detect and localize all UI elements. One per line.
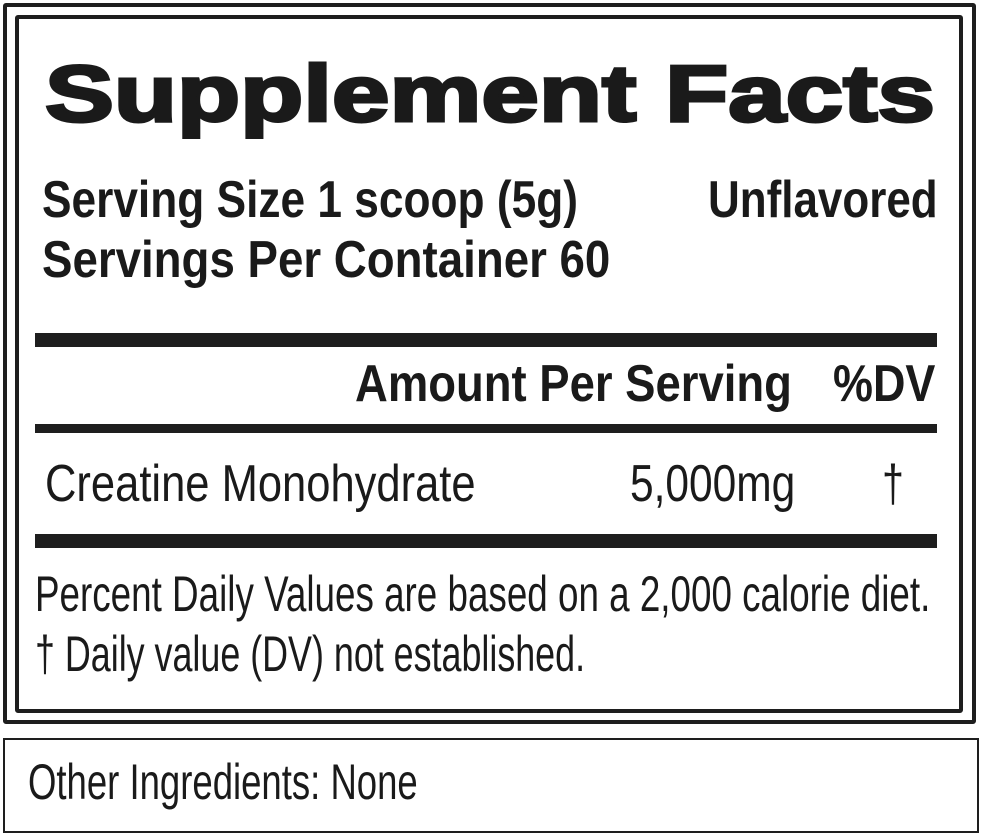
thick-divider (35, 333, 937, 347)
other-ingredients: Other Ingredients: None (28, 754, 418, 810)
ingredient-name: Creatine Monohydrate (45, 455, 476, 513)
servings-per-container: Servings Per Container 60 (42, 231, 611, 289)
thick-divider (35, 534, 937, 548)
amount-per-serving-header: Amount Per Serving (355, 355, 792, 413)
supplement-facts-outer-border (3, 3, 976, 724)
title: Supplement Facts (43, 49, 937, 138)
medium-divider (35, 424, 937, 433)
serving-size: Serving Size 1 scoop (5g) (42, 171, 578, 229)
footnote-daily-values: Percent Daily Values are based on a 2,00… (35, 566, 931, 622)
footnote-dv-not-established: † Daily value (DV) not established. (35, 626, 586, 682)
ingredient-amount: 5,000mg (630, 455, 796, 513)
supplement-facts-inner-border (15, 15, 963, 713)
flavor: Unflavored (708, 171, 938, 229)
other-ingredients-box (3, 738, 979, 833)
dv-header: %DV (833, 355, 936, 413)
ingredient-dv: † (882, 455, 904, 513)
